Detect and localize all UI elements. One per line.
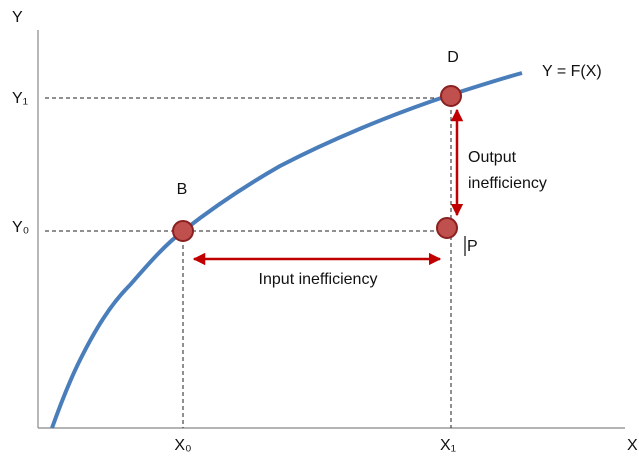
point-p: [436, 217, 458, 239]
input-label: Input inefficiency: [259, 271, 378, 288]
output-label-line1: Output: [468, 149, 517, 166]
y0-label: Y₀: [12, 219, 29, 236]
x0-label: X₀: [174, 437, 191, 454]
output-label-line2: inefficiency: [468, 175, 547, 192]
curve-label: Y = F(X): [542, 63, 602, 80]
y1-label: Y₁: [12, 90, 28, 107]
point-d-label: D: [447, 49, 459, 66]
y-axis-label: Y: [12, 9, 23, 26]
x1-label: X₁: [440, 437, 456, 454]
point-b: [172, 220, 194, 242]
point-p-label: P: [467, 238, 478, 255]
x-axis-label: X: [627, 437, 638, 454]
point-d: [440, 85, 462, 107]
point-b-label: B: [177, 181, 188, 198]
